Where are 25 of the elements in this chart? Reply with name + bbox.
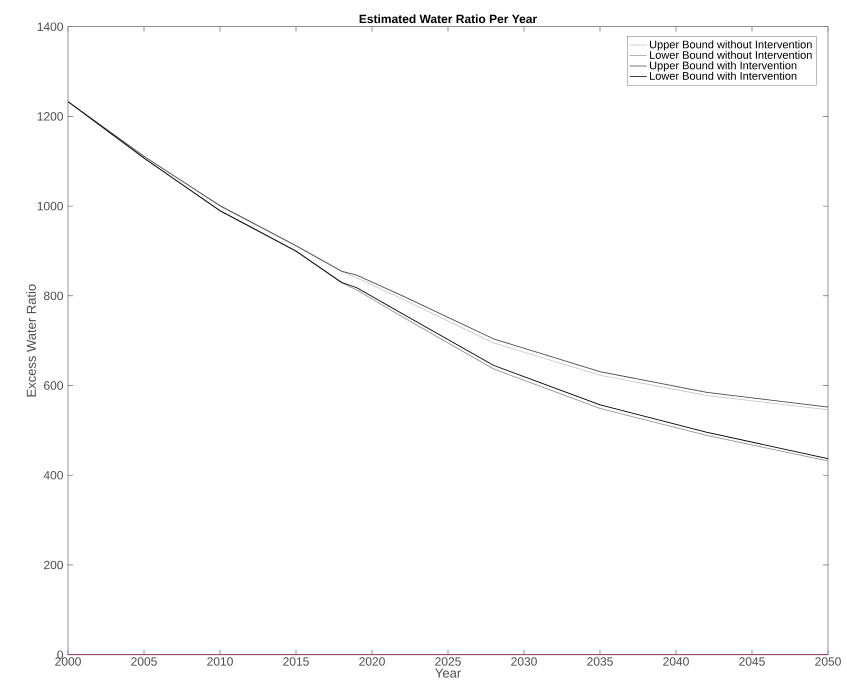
x-tick-label: 2030 <box>511 657 537 666</box>
x-tick-label: 2000 <box>55 657 81 666</box>
y-tick-label: 1400 <box>38 22 64 31</box>
legend-label: Lower Bound with Intervention <box>650 72 796 80</box>
legend-label: Upper Bound without Intervention <box>650 40 812 51</box>
x-tick-label: 2020 <box>359 657 385 666</box>
chart-title: Estimated Water Ratio Per Year <box>360 14 537 24</box>
legend-label: Lower Bound without Intervention <box>650 50 812 59</box>
y-tick-label: 200 <box>44 560 64 570</box>
x-tick-label: 2045 <box>739 657 765 666</box>
x-axis-title: Year <box>435 668 461 678</box>
x-tick-label: 2040 <box>663 657 689 666</box>
legend-label: Upper Bound with Intervention <box>650 61 796 72</box>
x-tick-label: 2035 <box>587 657 613 666</box>
y-tick-label: 1200 <box>38 112 64 121</box>
x-tick-label: 2025 <box>435 657 461 666</box>
x-tick-label: 2050 <box>815 657 841 666</box>
y-tick-label: 600 <box>44 381 64 390</box>
x-tick-label: 2015 <box>283 657 309 666</box>
y-tick-label: 1000 <box>38 202 64 210</box>
y-axis-title: Excess Water Ratio <box>26 284 36 396</box>
x-tick-label: 2005 <box>131 657 157 666</box>
x-tick-label: 2010 <box>207 657 233 666</box>
y-tick-label: 800 <box>44 292 64 300</box>
y-tick-label: 400 <box>44 471 64 480</box>
